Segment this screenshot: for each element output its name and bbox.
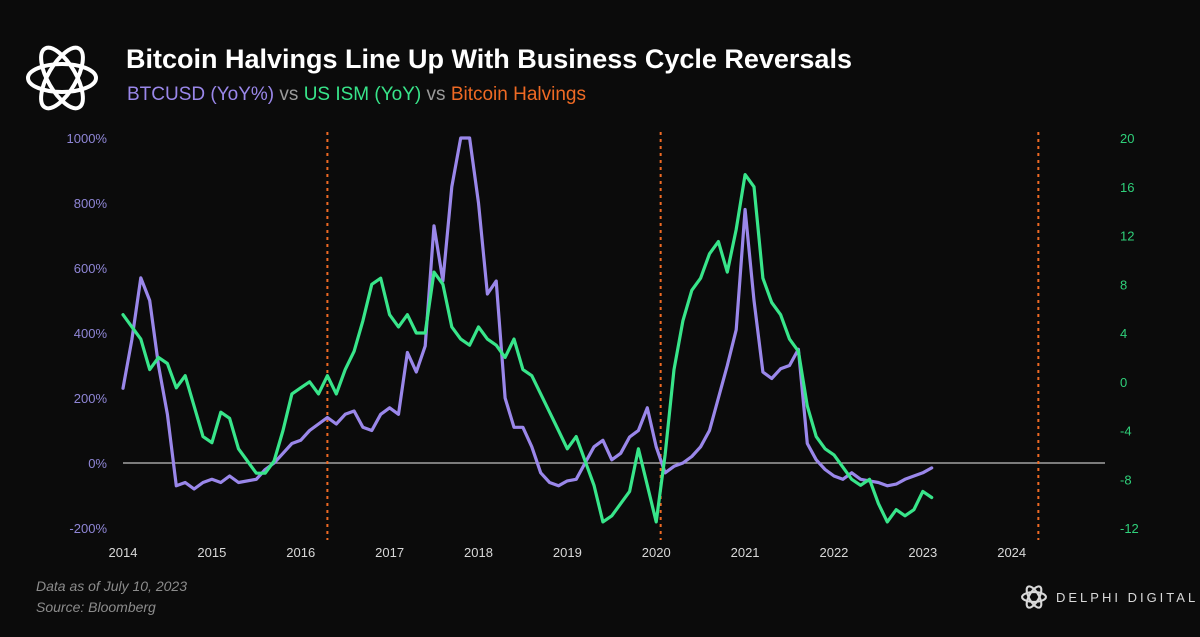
left-axis-tick-label: 1000%	[67, 131, 108, 146]
right-axis-tick-label: 0	[1120, 375, 1127, 390]
x-axis-tick-label: 2023	[908, 545, 937, 560]
delphi-brand-icon	[1021, 585, 1047, 609]
delphi-logo-icon	[26, 45, 98, 111]
right-axis-tick-label: -8	[1120, 472, 1132, 487]
right-axis-tick-label: 16	[1120, 180, 1134, 195]
brand-name: DELPHI DIGITAL	[1056, 589, 1199, 605]
legend-btc: BTCUSD (YoY%)	[127, 84, 275, 105]
x-axis-tick-label: 2018	[464, 545, 493, 560]
btc-yoy-series-line	[121, 136, 934, 491]
ism-yoy-series-line	[121, 173, 934, 524]
left-axis-tick-label: 800%	[74, 196, 108, 211]
legend-vs-1: vs	[279, 84, 299, 105]
x-axis-tick-label: 2019	[553, 545, 582, 560]
x-axis-tick-label: 2022	[819, 545, 848, 560]
data-asof-note: Data as of July 10, 2023	[36, 578, 187, 594]
x-axis-tick-label: 2016	[286, 545, 315, 560]
x-axis-tick-label: 2020	[642, 545, 671, 560]
x-axis-tick-label: 2024	[997, 545, 1026, 560]
x-axis-tick-label: 2021	[731, 545, 760, 560]
right-axis-tick-label: -4	[1120, 424, 1132, 439]
x-axis-tick-label: 2017	[375, 545, 404, 560]
chart-title: Bitcoin Halvings Line Up With Business C…	[126, 44, 852, 74]
chart-subtitle: BTCUSD (YoY%) vs US ISM (YoY) vs Bitcoin…	[127, 84, 586, 106]
x-axis-tick-label: 2015	[197, 545, 226, 560]
left-axis-tick-label: 200%	[74, 391, 108, 406]
right-axis-tick-label: 20	[1120, 131, 1134, 146]
source-note: Source: Bloomberg	[36, 599, 156, 615]
right-axis-tick-label: 4	[1120, 326, 1127, 341]
left-axis-tick-label: -200%	[69, 521, 107, 536]
x-axis-tick-label: 2014	[109, 545, 138, 560]
right-axis-tick-label: -12	[1120, 521, 1139, 536]
brand-mark: DELPHI DIGITAL	[1020, 583, 1198, 611]
legend-vs-2: vs	[426, 84, 446, 105]
right-axis-tick-label: 8	[1120, 277, 1127, 292]
left-axis-tick-label: 400%	[74, 326, 108, 341]
left-axis-tick-label: 600%	[74, 261, 108, 276]
legend-halvings: Bitcoin Halvings	[450, 84, 586, 105]
left-axis-tick-label: 0%	[88, 456, 107, 471]
right-axis-tick-label: 12	[1120, 229, 1134, 244]
legend-ism: US ISM (YoY)	[303, 84, 422, 105]
